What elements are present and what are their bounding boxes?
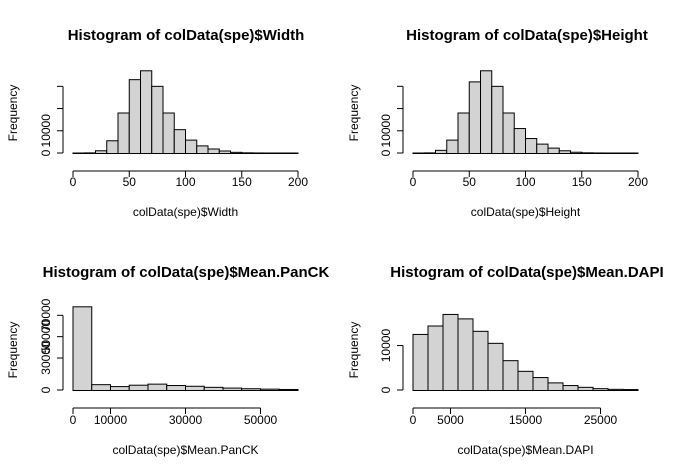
histogram-bar (517, 370, 534, 392)
y-tick-label: 10000 (39, 114, 53, 148)
histogram-panel: Histogram of colData(spe)$Width Frequency… (6, 27, 308, 219)
y-axis-label: Frequency (347, 322, 361, 379)
histogram-bar (117, 112, 130, 154)
x-axis-label: colData(spe)$Height (471, 205, 581, 219)
histogram-bar (468, 81, 481, 154)
histogram-panel: Histogram of colData(spe)$Height Frequenc… (347, 27, 648, 219)
histogram-bar (128, 384, 149, 392)
histogram-bar (525, 138, 538, 155)
x-tick-label: 200 (628, 175, 648, 189)
histogram-bar (110, 386, 130, 392)
x-tick-label: 0 (70, 413, 77, 427)
y-tick-label: 0 (379, 149, 393, 156)
chart-title: Histogram of colData(spe)$Mean.DAPI (390, 264, 663, 281)
chart-title: Histogram of colData(spe)$Mean.PanCK (43, 264, 330, 281)
histogram-bar (166, 385, 186, 391)
histogram-bar (91, 384, 111, 391)
histogram-bar (480, 70, 493, 154)
histogram-bar (412, 333, 429, 392)
histogram-bar (128, 79, 141, 154)
y-tick-label: 10000 (379, 114, 393, 148)
x-tick-label: 15000 (509, 413, 543, 427)
histogram-bar (547, 147, 560, 155)
x-tick-label: 200 (288, 175, 308, 189)
histogram-bar (532, 377, 549, 391)
histogram-bar (196, 145, 209, 154)
y-tick-label: 30000 (39, 341, 53, 375)
x-tick-label: 0 (410, 413, 417, 427)
y-tick-label: 0 (379, 386, 393, 393)
histogram-bar (446, 139, 459, 155)
histogram-bar (547, 382, 564, 391)
chart-title: Histogram of colData(spe)$Height (406, 27, 648, 44)
y-axis-label: Frequency (6, 85, 20, 142)
histogram-bar (427, 325, 444, 391)
x-tick-label: 150 (232, 175, 252, 189)
histogram-bar (457, 112, 470, 154)
histogram-bar (151, 85, 164, 154)
histogram-bar (502, 112, 515, 154)
x-tick-label: 150 (572, 175, 592, 189)
y-axis-label: Frequency (347, 85, 361, 142)
y-tick-label: 70000 (39, 298, 53, 332)
histogram-panel: Histogram of colData(spe)$Mean.PanCK Freq… (6, 264, 329, 457)
x-tick-label: 50000 (244, 413, 278, 427)
y-axis-label: Frequency (6, 322, 20, 379)
histogram-bar (207, 148, 220, 154)
histogram-bar (185, 139, 198, 155)
histogram-bar (106, 140, 119, 154)
histogram-bar (562, 385, 579, 391)
histogram-bar (536, 143, 549, 155)
x-axis-label: colData(spe)$Width (133, 205, 238, 219)
x-tick-label: 25000 (584, 413, 618, 427)
histogram-bar (72, 306, 93, 391)
histogram-bar (162, 112, 175, 154)
x-tick-label: 5000 (437, 413, 464, 427)
histogram-bar (502, 360, 519, 391)
x-tick-label: 0 (410, 175, 417, 189)
histogram-bar (491, 85, 504, 154)
histogram-bar (457, 318, 474, 391)
y-tick-label: 0 (39, 386, 53, 393)
x-tick-label: 100 (515, 175, 535, 189)
histogram-bar (472, 330, 489, 392)
x-tick-label: 30000 (169, 413, 203, 427)
histogram-bar (173, 129, 186, 155)
x-tick-label: 50 (463, 175, 477, 189)
histogram-bar (487, 342, 504, 392)
histogram-panel: Histogram of colData(spe)$Mean.DAPI Frequ… (347, 264, 664, 457)
x-axis-label: colData(spe)$Mean.PanCK (112, 443, 258, 457)
histogram-bar (140, 70, 153, 154)
y-tick-label: 50000 (39, 320, 53, 354)
x-tick-label: 10000 (94, 413, 128, 427)
histogram-bar (442, 313, 459, 392)
histogram-bar (147, 383, 168, 391)
x-tick-label: 100 (175, 175, 195, 189)
y-tick-label: 10000 (379, 329, 393, 363)
histogram-bar (513, 128, 526, 155)
x-axis-label: colData(spe)$Mean.DAPI (457, 443, 593, 457)
x-tick-label: 50 (123, 175, 137, 189)
histogram-bar (185, 385, 205, 391)
y-tick-label: 0 (39, 149, 53, 156)
x-tick-label: 0 (70, 175, 77, 189)
chart-title: Histogram of colData(spe)$Width (68, 27, 305, 44)
